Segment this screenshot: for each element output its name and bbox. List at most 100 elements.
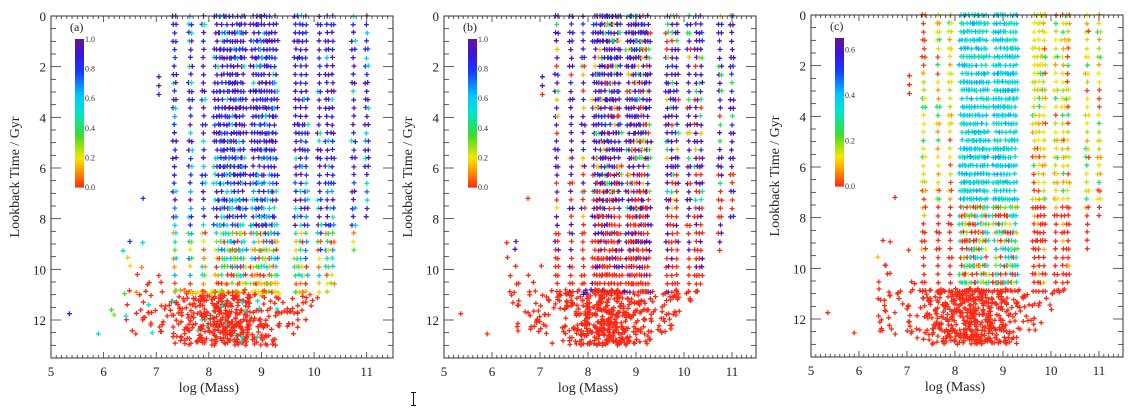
data-point [1007,171,1013,177]
data-point [616,188,622,194]
data-point [602,105,608,111]
data-point [174,299,179,305]
data-point [331,205,337,211]
data-point [266,206,272,211]
data-point [693,281,699,287]
data-point [240,38,246,44]
data-point [363,156,369,161]
data-point [636,163,642,169]
data-point [201,164,207,169]
data-point [947,196,953,202]
data-point [664,298,669,304]
data-point [555,113,561,119]
data-point [581,188,587,194]
data-point [618,303,624,309]
data-point [241,147,247,152]
data-point [222,303,228,309]
data-point [273,294,279,300]
data-point [935,146,941,152]
data-point [553,155,559,161]
data-point [242,213,248,219]
data-point [279,310,285,316]
data-point [567,230,573,236]
data-point [949,71,955,77]
data-point [719,197,725,203]
data-point [213,230,219,236]
data-point [718,214,724,220]
data-point [318,247,324,253]
data-point [985,154,991,160]
data-point [935,171,941,177]
data-point [1097,196,1103,202]
data-point [272,122,277,128]
data-point [127,288,132,294]
data-point [227,320,233,326]
colorbar-tick-label: 0.6 [85,94,95,103]
data-point [1041,129,1046,135]
data-point [1015,46,1021,52]
data-point [364,72,370,77]
colorbar-segment [468,130,477,134]
data-point [325,38,331,44]
data-point [618,320,624,326]
data-point [606,281,612,287]
data-point [189,325,195,331]
colorbar-tick-label: 0.6 [478,94,488,103]
data-point [1041,180,1047,185]
data-point [619,130,625,136]
data-point [272,80,278,86]
data-point [673,287,679,293]
data-point [271,205,277,211]
data-point [1085,62,1090,68]
data-point [669,80,675,86]
data-point [290,331,296,337]
data-point [665,21,671,27]
data-point [985,129,991,135]
colorbar-tick-label: 0.4 [85,124,95,133]
data-point [1014,204,1020,210]
data-point [1065,112,1071,118]
data-point [291,310,297,316]
data-point [134,272,140,277]
data-point [686,147,692,153]
data-point [616,89,622,94]
data-point [648,139,654,145]
data-point [959,171,965,177]
data-point [298,171,304,177]
data-point [1030,121,1036,127]
colorbar-segment [75,80,84,84]
data-point [1043,62,1049,68]
data-point [643,256,649,262]
data-point [184,291,190,297]
data-point [239,338,244,344]
data-point [1036,188,1042,194]
data-point [256,155,262,161]
outlier-point [513,239,519,244]
data-point [291,55,297,60]
data-point [252,147,258,153]
data-point [675,239,681,245]
data-point [674,205,679,211]
data-point [984,196,990,202]
data-point [614,298,620,304]
data-point [220,63,225,69]
data-point [241,239,247,244]
data-point [173,317,179,323]
data-point [504,240,510,246]
data-point [200,38,206,44]
data-point [687,181,693,186]
data-point [189,97,195,103]
colorbar-segment [75,167,84,171]
data-point [1060,204,1065,210]
data-point [218,318,224,324]
data-point [947,62,953,68]
data-point [568,172,574,177]
data-point [1031,20,1037,26]
data-point [674,55,680,61]
colorbar-segment [75,41,84,45]
colorbar-segment [468,110,477,114]
data-point [969,71,975,77]
data-point [665,121,671,127]
data-point [172,239,178,245]
data-point [219,272,225,278]
